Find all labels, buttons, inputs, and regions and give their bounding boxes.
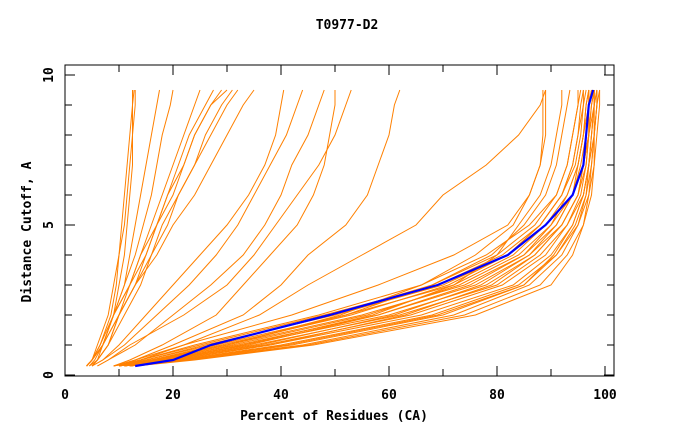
model-curve [86, 90, 136, 367]
x-tick-label: 40 [273, 388, 289, 403]
model-curve [135, 89, 601, 367]
model-curve [135, 90, 601, 367]
y-tick-label: 0 [42, 371, 57, 379]
model-curve [91, 90, 133, 367]
highlight-curve [135, 89, 595, 368]
x-tick-label: 0 [61, 388, 69, 403]
model-curve [124, 90, 595, 367]
x-axis-label: Percent of Residues (CA) [240, 409, 428, 424]
x-tick-label: 60 [381, 388, 397, 403]
y-tick-label: 5 [42, 221, 57, 229]
model-curve [113, 90, 547, 367]
y-axis-label: Distance Cutoff, A [20, 161, 35, 302]
model-curve [118, 90, 544, 367]
model-curve [86, 89, 228, 367]
model-curve [97, 89, 325, 367]
model-curve [86, 89, 223, 367]
model-curve [86, 89, 255, 367]
chart-title: T0977-D2 [316, 18, 379, 33]
model-curve [97, 89, 352, 367]
model-curve [86, 89, 201, 367]
x-tick-label: 100 [593, 388, 617, 403]
model-curve [86, 89, 135, 367]
model-curve [129, 89, 595, 367]
model-curve [129, 90, 595, 367]
model-curve [124, 90, 595, 367]
model-curve [124, 89, 595, 367]
model-curve [124, 90, 590, 367]
model-curve [118, 89, 587, 367]
model-curve [91, 89, 285, 367]
plot-frame [64, 64, 615, 377]
model-curve [91, 89, 239, 367]
series-lines [86, 89, 601, 368]
x-tick-label: 20 [165, 388, 181, 403]
model-curve [86, 89, 160, 367]
y-tick-label: 10 [42, 67, 57, 83]
model-curve [118, 89, 582, 367]
x-tick-label: 80 [489, 388, 505, 403]
model-curve [124, 89, 590, 367]
model-curve [113, 90, 336, 367]
model-curve [91, 89, 304, 367]
model-curve [113, 90, 579, 367]
model-curve [118, 89, 401, 367]
model-curve [113, 90, 584, 367]
model-curve [113, 89, 584, 367]
